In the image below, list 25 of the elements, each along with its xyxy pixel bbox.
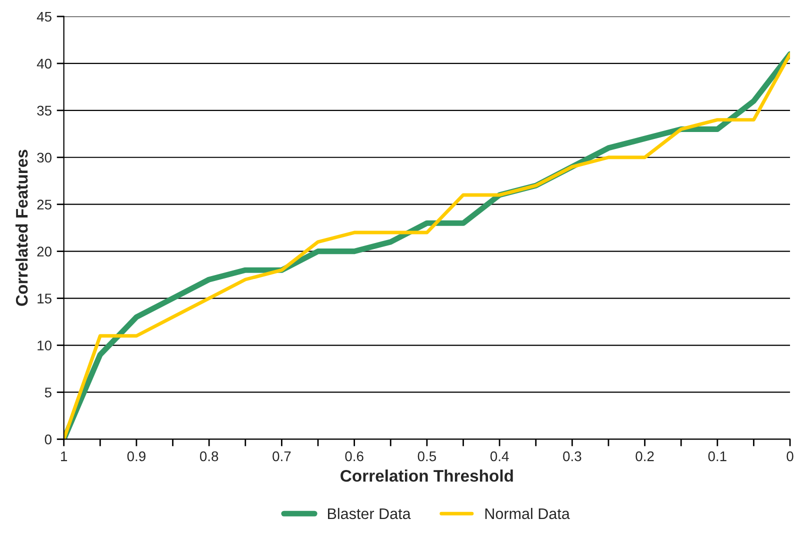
x-tick-label: 0.5 <box>418 451 436 462</box>
x-tick-label: 0.2 <box>636 451 654 462</box>
x-tick-label: 0.1 <box>708 451 726 462</box>
y-tick-label: 15 <box>38 294 52 304</box>
x-tick-label: 0.7 <box>272 451 291 462</box>
x-tick-label: 0.6 <box>345 451 364 462</box>
y-tick-label: 5 <box>44 388 52 398</box>
y-tick-label: 20 <box>37 246 52 256</box>
x-tick-label: 1 <box>61 452 68 462</box>
x-axis-title: Correlation Threshold <box>340 470 513 482</box>
x-tick-label: 0.3 <box>563 451 582 462</box>
x-tick-label: 0.8 <box>200 451 218 462</box>
y-tick-label: 25 <box>37 200 52 210</box>
y-tick-label: 30 <box>37 152 52 163</box>
y-tick-label: 35 <box>37 106 52 116</box>
y-tick-label: 45 <box>36 12 52 22</box>
x-tick-label: 0 <box>786 451 794 462</box>
y-tick-label: 40 <box>36 58 52 69</box>
x-tick-label: 0.4 <box>490 451 509 462</box>
x-tick-label: 0.9 <box>127 451 146 462</box>
legend-label: Normal Data <box>485 508 570 520</box>
y-tick-label: 10 <box>38 340 52 350</box>
y-axis-title: Correlated Features <box>15 150 28 306</box>
legend-label: Blaster Data <box>328 508 411 520</box>
y-tick-label: 0 <box>44 434 52 444</box>
